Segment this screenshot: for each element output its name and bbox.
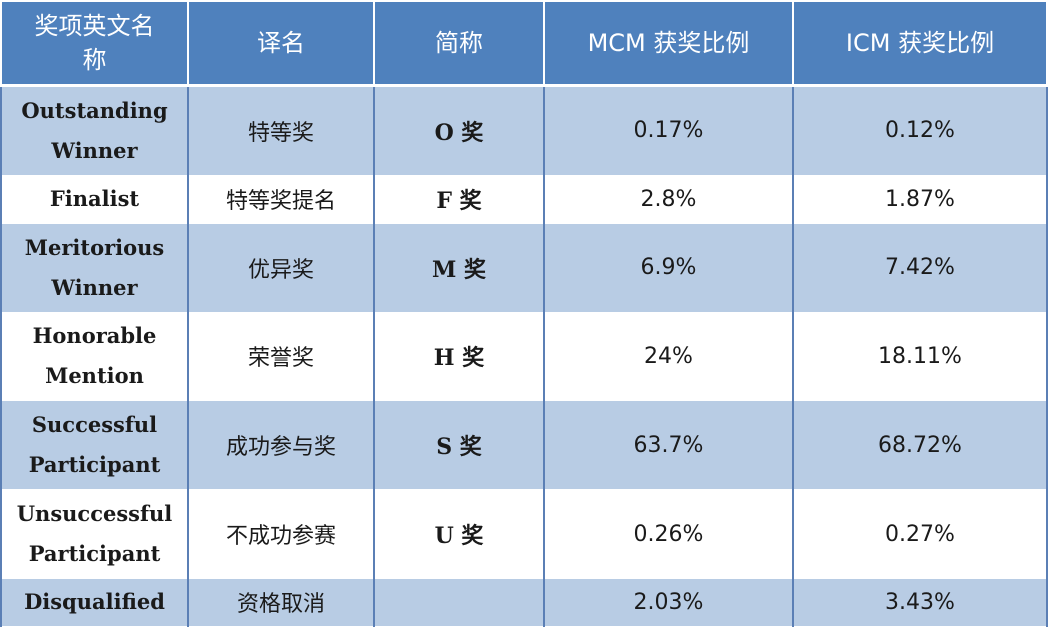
cell-mcm: 24% bbox=[543, 311, 794, 402]
cell-abbr: F 奖 bbox=[373, 174, 545, 224]
table-row: Outstanding Winner 特等奖 O 奖 0.17% 0.12% bbox=[0, 85, 1048, 176]
cell-translation: 特等奖提名 bbox=[187, 174, 375, 224]
cell-abbr: S 奖 bbox=[373, 400, 545, 491]
cell-icm: 0.27% bbox=[792, 489, 1048, 579]
cell-icm: 18.11% bbox=[792, 311, 1048, 402]
cell-abbr: U 奖 bbox=[373, 489, 545, 579]
table-row: Unsuccessful Participant 不成功参赛 U 奖 0.26%… bbox=[0, 489, 1048, 579]
cell-translation: 资格取消 bbox=[187, 577, 375, 628]
table-header-row: 奖项英文名称 译名 简称 MCM 获奖比例 ICM 获奖比例 bbox=[0, 0, 1048, 87]
cell-icm: 1.87% bbox=[792, 174, 1048, 224]
cell-icm: 0.12% bbox=[792, 85, 1048, 176]
cell-mcm: 0.17% bbox=[543, 85, 794, 176]
header-mcm-ratio: MCM 获奖比例 bbox=[543, 0, 794, 87]
cell-mcm: 63.7% bbox=[543, 400, 794, 491]
header-abbreviation: 简称 bbox=[373, 0, 545, 87]
table-row: Disqualified 资格取消 2.03% 3.43% bbox=[0, 577, 1048, 628]
cell-abbr: M 奖 bbox=[373, 222, 545, 313]
header-icm-ratio: ICM 获奖比例 bbox=[792, 0, 1048, 87]
cell-abbr: O 奖 bbox=[373, 85, 545, 176]
table-row: Successful Participant 成功参与奖 S 奖 63.7% 6… bbox=[0, 400, 1048, 491]
header-english-name: 奖项英文名称 bbox=[0, 0, 189, 87]
cell-english: Meritorious Winner bbox=[0, 222, 189, 313]
table-row: Finalist 特等奖提名 F 奖 2.8% 1.87% bbox=[0, 174, 1048, 224]
cell-abbr: H 奖 bbox=[373, 311, 545, 402]
cell-translation: 荣誉奖 bbox=[187, 311, 375, 402]
cell-english: Disqualified bbox=[0, 577, 189, 628]
cell-mcm: 2.03% bbox=[543, 577, 794, 628]
cell-translation: 不成功参赛 bbox=[187, 489, 375, 579]
cell-translation: 成功参与奖 bbox=[187, 400, 375, 491]
cell-translation: 优异奖 bbox=[187, 222, 375, 313]
cell-english: Honorable Mention bbox=[0, 311, 189, 402]
cell-mcm: 6.9% bbox=[543, 222, 794, 313]
cell-icm: 3.43% bbox=[792, 577, 1048, 628]
cell-english: Finalist bbox=[0, 174, 189, 224]
cell-english: Outstanding Winner bbox=[0, 85, 189, 176]
cell-mcm: 0.26% bbox=[543, 489, 794, 579]
cell-translation: 特等奖 bbox=[187, 85, 375, 176]
cell-english: Successful Participant bbox=[0, 400, 189, 491]
cell-abbr bbox=[373, 577, 545, 628]
table-row: Honorable Mention 荣誉奖 H 奖 24% 18.11% bbox=[0, 311, 1048, 402]
cell-mcm: 2.8% bbox=[543, 174, 794, 224]
cell-icm: 7.42% bbox=[792, 222, 1048, 313]
cell-english: Unsuccessful Participant bbox=[0, 489, 189, 579]
cell-icm: 68.72% bbox=[792, 400, 1048, 491]
header-translation: 译名 bbox=[187, 0, 375, 87]
table-row: Meritorious Winner 优异奖 M 奖 6.9% 7.42% bbox=[0, 222, 1048, 313]
